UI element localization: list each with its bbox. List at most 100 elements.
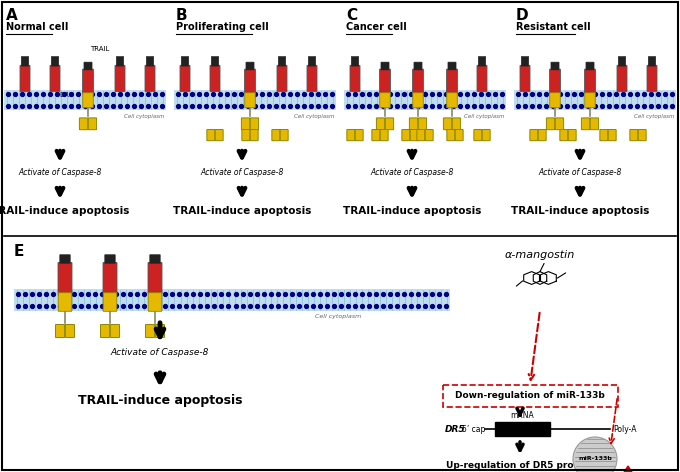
FancyBboxPatch shape bbox=[410, 129, 418, 141]
FancyBboxPatch shape bbox=[150, 255, 160, 263]
FancyBboxPatch shape bbox=[207, 129, 215, 141]
FancyBboxPatch shape bbox=[272, 129, 279, 141]
Text: TRAIL-induce apoptosis: TRAIL-induce apoptosis bbox=[343, 206, 481, 216]
FancyBboxPatch shape bbox=[556, 118, 564, 130]
FancyBboxPatch shape bbox=[103, 262, 117, 294]
Bar bbox=[495, 422, 550, 436]
FancyBboxPatch shape bbox=[80, 118, 88, 130]
FancyBboxPatch shape bbox=[522, 57, 529, 66]
Text: DR5: DR5 bbox=[60, 92, 74, 98]
FancyBboxPatch shape bbox=[402, 129, 410, 141]
Text: TRAIL-induce apoptosis: TRAIL-induce apoptosis bbox=[0, 206, 129, 216]
FancyBboxPatch shape bbox=[105, 255, 115, 263]
FancyBboxPatch shape bbox=[539, 129, 546, 141]
FancyBboxPatch shape bbox=[443, 118, 452, 130]
FancyBboxPatch shape bbox=[456, 129, 463, 141]
Text: α-mangostin: α-mangostin bbox=[505, 250, 575, 260]
FancyBboxPatch shape bbox=[639, 129, 646, 141]
FancyBboxPatch shape bbox=[245, 93, 255, 108]
FancyBboxPatch shape bbox=[530, 129, 538, 141]
FancyBboxPatch shape bbox=[241, 118, 250, 130]
Text: Cell cytoplasm: Cell cytoplasm bbox=[315, 314, 361, 319]
FancyBboxPatch shape bbox=[148, 293, 162, 312]
FancyBboxPatch shape bbox=[647, 65, 657, 92]
FancyBboxPatch shape bbox=[56, 325, 65, 337]
FancyBboxPatch shape bbox=[352, 57, 359, 66]
Text: Proliferating cell: Proliferating cell bbox=[176, 22, 269, 32]
FancyBboxPatch shape bbox=[417, 129, 425, 141]
Text: B: B bbox=[176, 8, 188, 23]
Text: Cancer cell: Cancer cell bbox=[346, 22, 407, 32]
Bar bbox=[514, 90, 676, 110]
Text: Down-regulation of miR-133b: Down-regulation of miR-133b bbox=[455, 391, 605, 401]
FancyBboxPatch shape bbox=[250, 129, 258, 141]
Text: Cell cytoplasm: Cell cytoplasm bbox=[464, 114, 504, 119]
FancyBboxPatch shape bbox=[478, 57, 486, 66]
FancyBboxPatch shape bbox=[115, 65, 125, 92]
FancyBboxPatch shape bbox=[630, 129, 638, 141]
FancyBboxPatch shape bbox=[88, 118, 97, 130]
FancyBboxPatch shape bbox=[246, 62, 254, 70]
Text: E: E bbox=[14, 244, 24, 259]
FancyBboxPatch shape bbox=[386, 118, 394, 130]
FancyBboxPatch shape bbox=[110, 325, 120, 337]
FancyBboxPatch shape bbox=[280, 129, 288, 141]
Text: DR5: DR5 bbox=[445, 424, 466, 433]
FancyBboxPatch shape bbox=[549, 69, 560, 93]
Text: Activate of Caspase-8: Activate of Caspase-8 bbox=[539, 168, 622, 177]
FancyBboxPatch shape bbox=[447, 129, 455, 141]
FancyBboxPatch shape bbox=[250, 118, 258, 130]
FancyBboxPatch shape bbox=[547, 118, 555, 130]
Text: miR-133b: miR-133b bbox=[578, 456, 612, 462]
Bar bbox=[174, 90, 336, 110]
FancyBboxPatch shape bbox=[414, 62, 422, 70]
FancyBboxPatch shape bbox=[307, 65, 317, 92]
FancyBboxPatch shape bbox=[58, 293, 72, 312]
Text: Cell cytoplasm: Cell cytoplasm bbox=[294, 114, 334, 119]
FancyBboxPatch shape bbox=[103, 293, 117, 312]
Text: D: D bbox=[516, 8, 528, 23]
FancyBboxPatch shape bbox=[355, 129, 363, 141]
FancyBboxPatch shape bbox=[308, 57, 316, 66]
Text: mRNA: mRNA bbox=[510, 411, 534, 420]
FancyBboxPatch shape bbox=[413, 69, 424, 93]
FancyBboxPatch shape bbox=[520, 65, 530, 92]
FancyBboxPatch shape bbox=[65, 325, 75, 337]
FancyBboxPatch shape bbox=[413, 93, 423, 108]
FancyBboxPatch shape bbox=[379, 93, 390, 108]
FancyBboxPatch shape bbox=[278, 57, 286, 66]
Circle shape bbox=[573, 437, 617, 472]
Text: Normal cell: Normal cell bbox=[6, 22, 69, 32]
FancyBboxPatch shape bbox=[372, 129, 379, 141]
FancyBboxPatch shape bbox=[618, 57, 626, 66]
FancyBboxPatch shape bbox=[277, 65, 287, 92]
Text: Up-regulation of DR5 protein: Up-regulation of DR5 protein bbox=[446, 461, 594, 470]
FancyBboxPatch shape bbox=[609, 129, 616, 141]
FancyBboxPatch shape bbox=[477, 65, 487, 92]
FancyBboxPatch shape bbox=[452, 118, 460, 130]
Text: Resistant cell: Resistant cell bbox=[516, 22, 591, 32]
FancyBboxPatch shape bbox=[51, 57, 58, 66]
FancyBboxPatch shape bbox=[216, 129, 223, 141]
Text: A: A bbox=[6, 8, 18, 23]
Bar bbox=[14, 289, 450, 311]
Text: Cell cytoplasm: Cell cytoplasm bbox=[124, 114, 164, 119]
FancyBboxPatch shape bbox=[581, 118, 590, 130]
FancyBboxPatch shape bbox=[409, 118, 418, 130]
FancyBboxPatch shape bbox=[586, 62, 594, 70]
Text: Cell cytoplasm: Cell cytoplasm bbox=[634, 114, 674, 119]
FancyBboxPatch shape bbox=[60, 255, 70, 263]
FancyBboxPatch shape bbox=[560, 129, 568, 141]
FancyBboxPatch shape bbox=[146, 57, 154, 66]
Text: Activate of Caspase-8: Activate of Caspase-8 bbox=[18, 168, 102, 177]
FancyBboxPatch shape bbox=[418, 118, 426, 130]
FancyBboxPatch shape bbox=[20, 65, 30, 92]
Text: TRAIL: TRAIL bbox=[90, 46, 109, 52]
FancyBboxPatch shape bbox=[590, 118, 598, 130]
FancyBboxPatch shape bbox=[568, 129, 576, 141]
FancyBboxPatch shape bbox=[482, 129, 490, 141]
Bar bbox=[344, 90, 506, 110]
FancyBboxPatch shape bbox=[585, 69, 596, 93]
Text: Activate of Caspase-8: Activate of Caspase-8 bbox=[371, 168, 454, 177]
Text: Activate of Caspase-8: Activate of Caspase-8 bbox=[201, 168, 284, 177]
